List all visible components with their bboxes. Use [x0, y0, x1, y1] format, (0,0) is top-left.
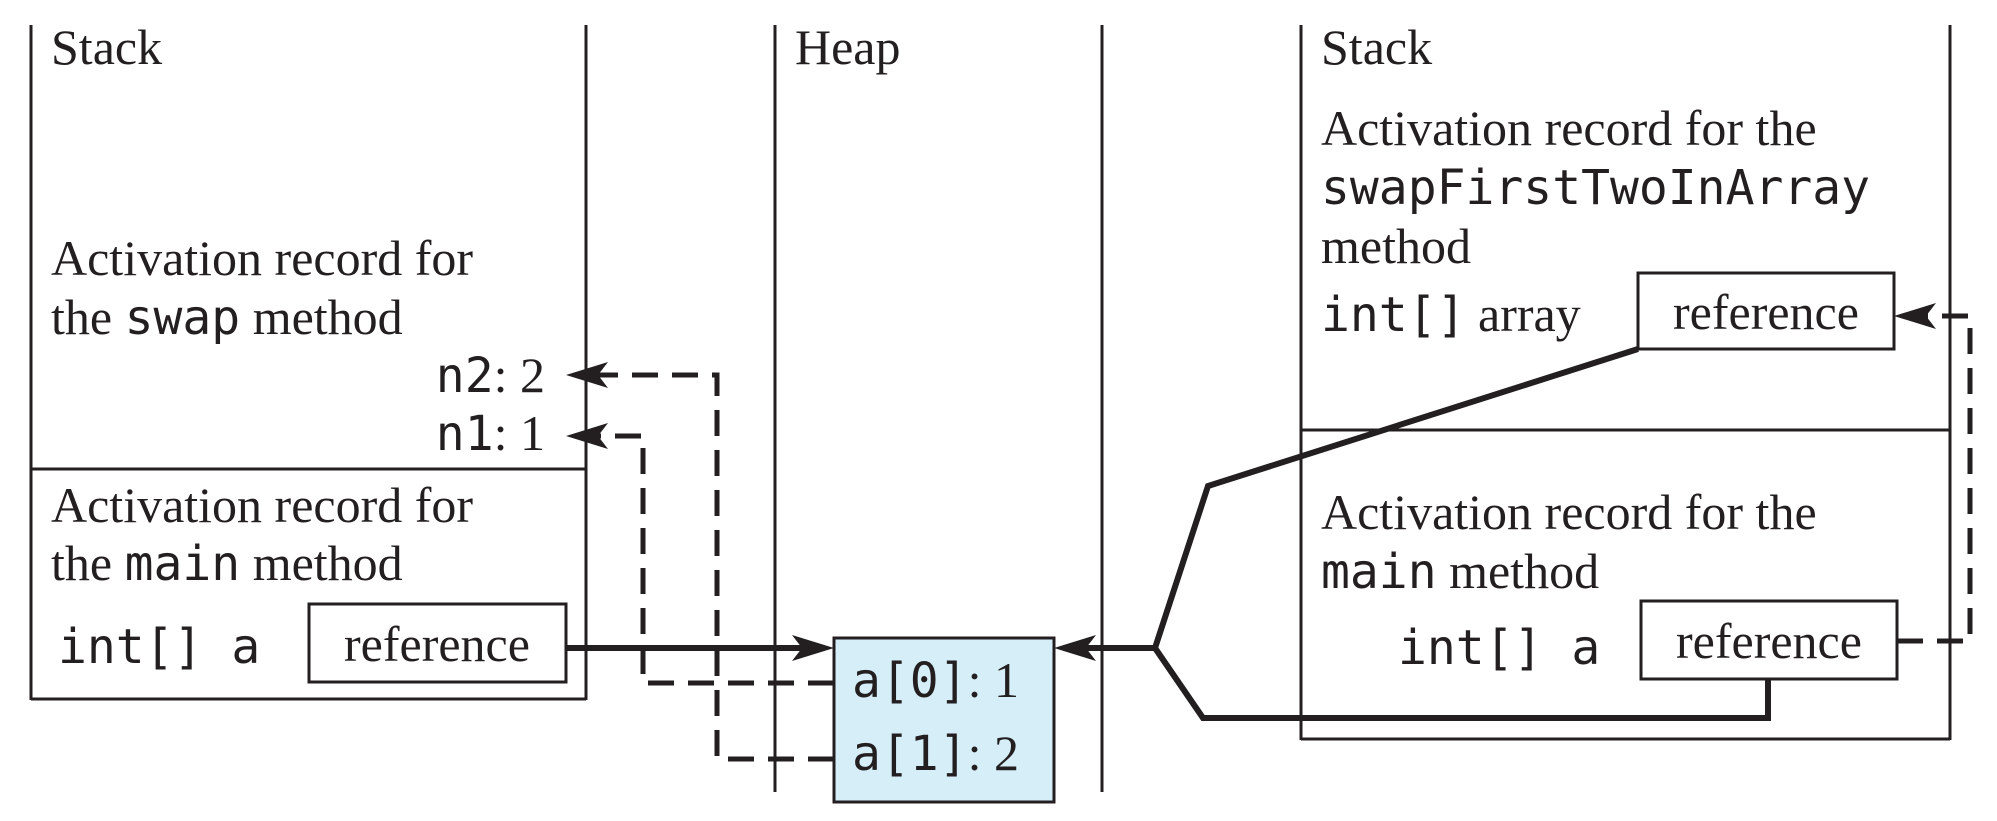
- n2-arrowhead: [566, 362, 608, 388]
- swap-method-name: swap: [125, 290, 241, 346]
- right-main-var-decl: int[] a: [1398, 620, 1600, 676]
- swapFirstTwoInArray-activation-record: Activation record for the swapFirstTwoIn…: [1321, 100, 1896, 351]
- array-param-type: int[]: [1321, 287, 1466, 343]
- right-main-record-method-word: method: [1437, 543, 1599, 599]
- swap-record-title: Activation record for: [51, 230, 473, 286]
- a0-to-n1-dashed-arrow: [598, 433, 834, 686]
- heap-array-object: a[0]: 1 a[1]: 2: [832, 636, 1056, 804]
- right-main-reference-line: [1152, 646, 1771, 721]
- left-main-record-method-word: method: [240, 535, 402, 591]
- n1-name: n1: [436, 406, 494, 462]
- array-param-reference-label: reference: [1673, 284, 1859, 340]
- left-main-reference-box: [307, 602, 568, 684]
- array-param-reference-box: [1636, 271, 1896, 351]
- left-stack-panel: Stack: [29, 19, 588, 701]
- array-param-arrowhead: [1894, 303, 1936, 329]
- left-stack-label: Stack: [51, 19, 162, 75]
- swap-record-method-word: method: [240, 289, 402, 345]
- heap-panel: Heap: [773, 19, 1104, 792]
- heap-cell-a1-value: : 2: [968, 725, 1019, 781]
- right-main-record-subtitle: main method: [1321, 543, 1599, 600]
- left-main-record-the: the: [51, 535, 125, 591]
- connectors: [566, 303, 1973, 762]
- n1-variable: n1: 1: [436, 405, 545, 462]
- right-stack-label: Stack: [1321, 19, 1432, 75]
- a1-to-n2-dashed-arrow: [598, 372, 834, 762]
- heap-array-box: [832, 636, 1056, 804]
- heap-label: Heap: [795, 19, 901, 75]
- n2-name: n2: [436, 348, 494, 404]
- right-main-activation-record: Activation record for the main method in…: [1321, 484, 1899, 681]
- heap-cell-a1: a[1]: 2: [852, 725, 1019, 782]
- left-main-reference-arrowhead: [792, 635, 834, 661]
- right-swap-record-title: Activation record for the: [1321, 100, 1817, 156]
- n2-variable: n2: 2: [436, 347, 545, 404]
- array-param-reference-line: [1086, 346, 1639, 651]
- heap-array-arrowhead: [1054, 635, 1096, 661]
- swapFirstTwoInArray-method-name: swapFirstTwoInArray: [1321, 160, 1870, 216]
- left-main-record-title: Activation record for: [51, 477, 473, 533]
- array-param-decl: int[] array: [1321, 286, 1581, 343]
- main-to-array-param-dashed-arrow: [1897, 313, 1973, 644]
- right-main-method-name: main: [1321, 544, 1437, 600]
- left-main-var-decl: int[] a: [58, 619, 260, 675]
- swap-record-subtitle: the swap method: [51, 289, 403, 346]
- left-main-activation-record: Activation record for the main method in…: [51, 477, 568, 684]
- heap-cell-a1-name: a[1]: [852, 726, 968, 782]
- swap-activation-record: Activation record for the swap method n2…: [51, 230, 545, 462]
- swap-record-the: the: [51, 289, 125, 345]
- heap-cell-a0-value: : 1: [968, 652, 1019, 708]
- right-swap-record-method-word: method: [1321, 218, 1471, 274]
- right-main-record-title: Activation record for the: [1321, 484, 1817, 540]
- left-main-record-subtitle: the main method: [51, 535, 403, 592]
- right-stack-panel: Stack: [1299, 19, 1952, 741]
- n1-value: : 1: [494, 405, 545, 461]
- heap-cell-a0-name: a[0]: [852, 653, 968, 709]
- left-main-reference-label: reference: [344, 616, 530, 672]
- n1-arrowhead: [566, 423, 608, 449]
- heap-cell-a0: a[0]: 1: [852, 652, 1019, 709]
- left-main-method-name: main: [125, 536, 241, 592]
- n2-value: : 2: [494, 347, 545, 403]
- array-param-name: array: [1466, 286, 1581, 342]
- right-main-reference-label: reference: [1676, 613, 1862, 669]
